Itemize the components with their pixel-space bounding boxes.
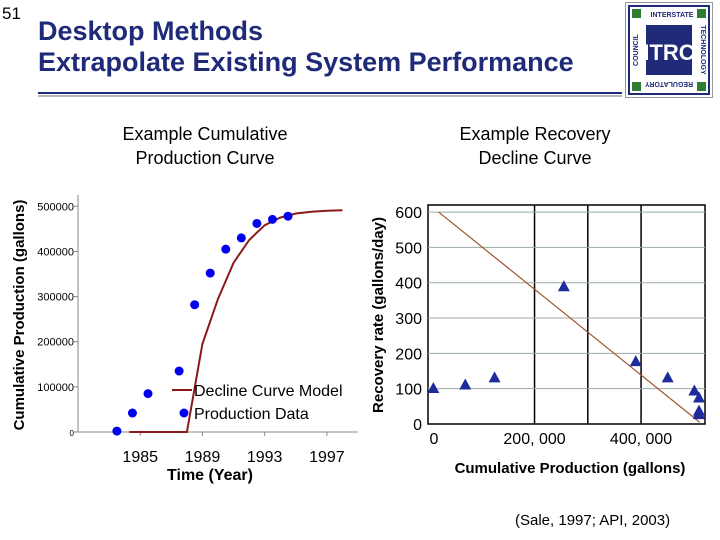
- decline-curve-model-line: [129, 209, 343, 433]
- production-data-point: [112, 426, 122, 436]
- left-chart-x-tick-label: 1985: [122, 449, 158, 466]
- left-chart-y-axis-label: Cumulative Production (gallons): [11, 200, 28, 431]
- right-chart-title-line-1: Example Recovery: [459, 124, 611, 144]
- production-data-point: [221, 244, 231, 254]
- itrc-logo-graphic: ITRC INTERSTATE REGULATORY COUNCIL TECHN…: [628, 5, 710, 95]
- left-chart-y-tick-label: 300000: [37, 292, 74, 304]
- right-chart-x-tick-label: 200, 000: [503, 431, 565, 448]
- production-data-point: [174, 366, 184, 376]
- left-chart-y-tick-label: 100000: [37, 382, 74, 394]
- left-chart-title: Example Cumulative Production Curve: [100, 122, 310, 170]
- title-line-1: Desktop Methods: [38, 16, 264, 46]
- recovery-data-triangle: [557, 280, 570, 292]
- left-chart-title-line-2: Production Curve: [135, 148, 275, 168]
- left-chart-x-tick-label: 1989: [185, 449, 221, 466]
- logo-main-text: ITRC: [643, 40, 694, 65]
- recovery-data-triangle: [488, 371, 501, 383]
- production-data-point: [236, 233, 246, 243]
- recovery-data-triangle: [693, 408, 705, 420]
- production-data-point: [205, 268, 215, 278]
- right-chart-x-tick-label: 400, 000: [610, 431, 672, 448]
- legend-points-label: Production Data: [194, 406, 309, 423]
- itrc-logo: ITRC INTERSTATE REGULATORY COUNCIL TECHN…: [625, 2, 713, 98]
- legend-points-swatch: [179, 408, 189, 418]
- logo-top-text: INTERSTATE: [651, 12, 694, 19]
- right-chart-title: Example Recovery Decline Curve: [425, 122, 645, 170]
- recovery-data-triangle: [693, 391, 705, 403]
- right-chart-y-tick-label: 0: [413, 417, 422, 434]
- slide-number: 51: [2, 4, 21, 23]
- recovery-data-triangle: [459, 378, 472, 390]
- slide-title: Desktop Methods Extrapolate Existing Sys…: [38, 16, 574, 78]
- left-chart-x-axis-label: Time (Year): [167, 467, 253, 484]
- recovery-data-triangle: [427, 381, 440, 393]
- recovery-data-triangle: [629, 355, 642, 367]
- right-chart-y-tick-label: 200: [395, 346, 422, 363]
- recovery-trend-line: [438, 211, 701, 423]
- left-chart-x-tick-label: 1997: [309, 449, 345, 466]
- right-chart-x-tick-label: 0: [430, 431, 439, 448]
- right-chart-y-tick-label: 600: [395, 205, 422, 222]
- right-chart-y-tick-label: 100: [395, 382, 422, 399]
- title-rule: [38, 92, 622, 97]
- left-chart-x-tick-label: 1993: [247, 449, 283, 466]
- logo-left-text: COUNCIL: [633, 33, 640, 66]
- right-chart-title-line-2: Decline Curve: [478, 148, 592, 168]
- production-data-point: [127, 408, 137, 418]
- right-chart-y-tick-label: 300: [395, 311, 422, 328]
- citation-credit: (Sale, 1997; API, 2003): [515, 512, 671, 529]
- logo-bottom-text: REGULATORY: [645, 80, 693, 87]
- recovery-data-triangle: [688, 384, 701, 396]
- legend-line-label: Decline Curve Model: [194, 383, 343, 400]
- left-chart-y-tick-label: 500000: [37, 201, 74, 213]
- logo-right-text: TECHNOLOGY: [699, 25, 706, 75]
- recovery-data-triangle: [661, 371, 674, 383]
- production-data-point: [283, 211, 293, 221]
- left-chart-title-line-1: Example Cumulative: [122, 124, 288, 144]
- production-data-point: [190, 300, 200, 310]
- left-chart-y-tick-label: 400000: [37, 246, 74, 258]
- right-chart-x-axis-label: Cumulative Production (gallons): [455, 460, 686, 477]
- production-data-point: [143, 389, 153, 399]
- right-chart-y-tick-label: 500: [395, 240, 422, 257]
- production-data-point: [252, 218, 262, 228]
- left-chart-y-tick-label: 0: [70, 429, 75, 438]
- title-line-2: Extrapolate Existing System Performance: [38, 47, 574, 77]
- production-data-point: [267, 214, 277, 224]
- right-chart-y-axis-label: Recovery rate (gallons/day): [370, 217, 387, 413]
- right-chart-y-tick-label: 400: [395, 276, 422, 293]
- left-chart-y-tick-label: 200000: [37, 337, 74, 349]
